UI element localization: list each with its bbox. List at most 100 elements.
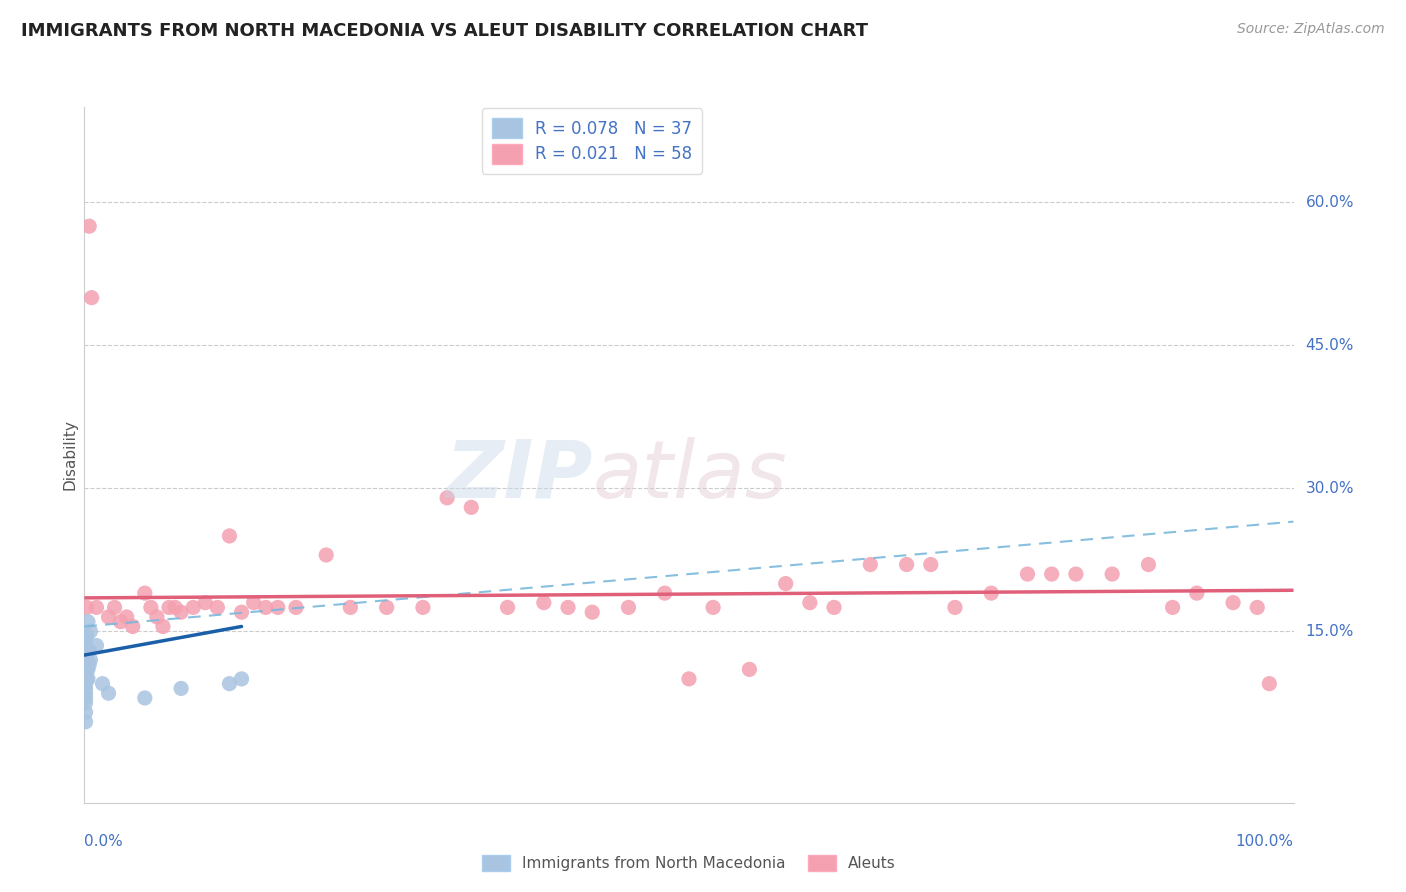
Point — [75, 662, 97, 676]
Point — [91, 676, 114, 690]
Point — [194, 596, 217, 610]
Point — [496, 600, 519, 615]
Point — [702, 600, 724, 615]
Point — [80, 291, 103, 305]
Point — [75, 686, 97, 700]
Point — [315, 548, 337, 562]
Point — [76, 629, 98, 643]
Point — [75, 653, 97, 667]
Legend: Immigrants from North Macedonia, Aleuts: Immigrants from North Macedonia, Aleuts — [477, 849, 901, 877]
Point — [76, 662, 98, 676]
Point — [980, 586, 1002, 600]
Point — [152, 619, 174, 633]
Point — [77, 662, 100, 676]
Point — [1161, 600, 1184, 615]
Point — [412, 600, 434, 615]
Point — [76, 648, 98, 662]
Point — [134, 690, 156, 705]
Point — [139, 600, 162, 615]
Text: 100.0%: 100.0% — [1236, 834, 1294, 849]
Point — [1040, 567, 1063, 582]
Point — [242, 596, 264, 610]
Point — [254, 600, 277, 615]
Point — [557, 600, 579, 615]
Point — [75, 681, 97, 696]
Point — [678, 672, 700, 686]
Point — [1017, 567, 1039, 582]
Point — [1222, 596, 1244, 610]
Point — [75, 696, 97, 710]
Point — [339, 600, 361, 615]
Point — [77, 219, 100, 234]
Point — [1246, 600, 1268, 615]
Point — [75, 690, 97, 705]
Point — [231, 605, 253, 619]
Text: 15.0%: 15.0% — [1306, 624, 1354, 639]
Text: 0.0%: 0.0% — [84, 834, 124, 849]
Point — [75, 643, 97, 657]
Point — [375, 600, 398, 615]
Point — [896, 558, 918, 572]
Point — [75, 648, 97, 662]
Text: IMMIGRANTS FROM NORTH MACEDONIA VS ALEUT DISABILITY CORRELATION CHART: IMMIGRANTS FROM NORTH MACEDONIA VS ALEUT… — [21, 22, 868, 40]
Point — [775, 576, 797, 591]
Point — [79, 624, 101, 639]
Point — [738, 662, 761, 676]
Point — [654, 586, 676, 600]
Point — [146, 610, 169, 624]
Point — [207, 600, 229, 615]
Point — [1137, 558, 1160, 572]
Point — [76, 653, 98, 667]
Point — [86, 639, 108, 653]
Point — [75, 705, 97, 719]
Point — [533, 596, 555, 610]
Point — [436, 491, 458, 505]
Point — [799, 596, 821, 610]
Point — [76, 643, 98, 657]
Point — [121, 619, 143, 633]
Point — [231, 672, 253, 686]
Text: 45.0%: 45.0% — [1306, 338, 1354, 353]
Y-axis label: Disability: Disability — [62, 419, 77, 491]
Point — [170, 681, 193, 696]
Legend: R = 0.078   N = 37, R = 0.021   N = 58: R = 0.078 N = 37, R = 0.021 N = 58 — [482, 109, 703, 174]
Point — [1064, 567, 1087, 582]
Text: 30.0%: 30.0% — [1306, 481, 1354, 496]
Point — [77, 643, 100, 657]
Point — [1101, 567, 1123, 582]
Point — [75, 676, 97, 690]
Point — [77, 657, 100, 672]
Point — [581, 605, 603, 619]
Point — [77, 672, 100, 686]
Point — [75, 633, 97, 648]
Point — [76, 672, 98, 686]
Point — [79, 653, 101, 667]
Point — [115, 610, 138, 624]
Text: Source: ZipAtlas.com: Source: ZipAtlas.com — [1237, 22, 1385, 37]
Point — [617, 600, 640, 615]
Point — [943, 600, 966, 615]
Point — [110, 615, 132, 629]
Point — [75, 667, 97, 681]
Text: 60.0%: 60.0% — [1306, 194, 1354, 210]
Point — [75, 657, 97, 672]
Point — [267, 600, 290, 615]
Point — [75, 639, 97, 653]
Point — [181, 600, 204, 615]
Point — [460, 500, 482, 515]
Point — [86, 600, 108, 615]
Text: ZIP: ZIP — [444, 437, 592, 515]
Point — [77, 615, 100, 629]
Point — [97, 686, 120, 700]
Point — [170, 605, 193, 619]
Point — [823, 600, 845, 615]
Point — [75, 672, 97, 686]
Point — [97, 610, 120, 624]
Point — [163, 600, 186, 615]
Point — [1185, 586, 1208, 600]
Point — [218, 676, 240, 690]
Point — [134, 586, 156, 600]
Point — [76, 600, 98, 615]
Text: atlas: atlas — [592, 437, 787, 515]
Point — [859, 558, 882, 572]
